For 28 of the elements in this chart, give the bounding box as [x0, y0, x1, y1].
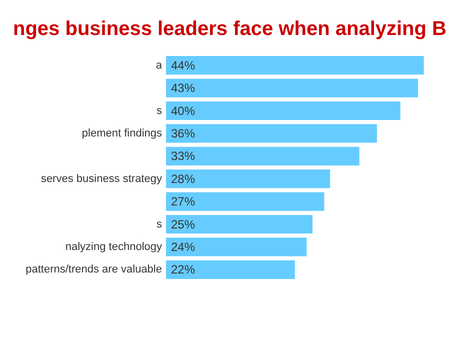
- data-label: 28%: [171, 172, 196, 186]
- data-label: 36%: [171, 126, 196, 140]
- y-tick-label: a: [156, 59, 163, 72]
- y-tick-label: nalyzing technology: [65, 240, 162, 253]
- data-label: 44%: [171, 58, 196, 72]
- bar: [166, 170, 330, 188]
- bar: [166, 192, 324, 211]
- data-label: 27%: [171, 194, 196, 209]
- bar: [166, 260, 295, 279]
- y-tick-label: serves business strategy: [40, 172, 162, 185]
- data-label: 33%: [171, 149, 196, 164]
- chart-title: nges business leaders face when analyzing B: [13, 18, 446, 40]
- data-label: 22%: [171, 262, 196, 277]
- bar: [166, 78, 418, 98]
- data-label: 40%: [171, 104, 196, 118]
- y-tick-label: s: [156, 218, 162, 230]
- data-label: 24%: [171, 240, 196, 254]
- data-label: 25%: [171, 217, 196, 232]
- bar: [166, 56, 424, 75]
- data-label: 43%: [171, 81, 196, 96]
- y-tick-label: s: [156, 104, 162, 117]
- y-tick-label: plement findings: [82, 127, 162, 140]
- bar: [166, 124, 377, 143]
- bar: [166, 146, 360, 166]
- y-tick-label: patterns/trends are valuable: [26, 264, 162, 276]
- bar: [166, 214, 312, 234]
- bar: [166, 238, 307, 256]
- bar: [166, 101, 400, 120]
